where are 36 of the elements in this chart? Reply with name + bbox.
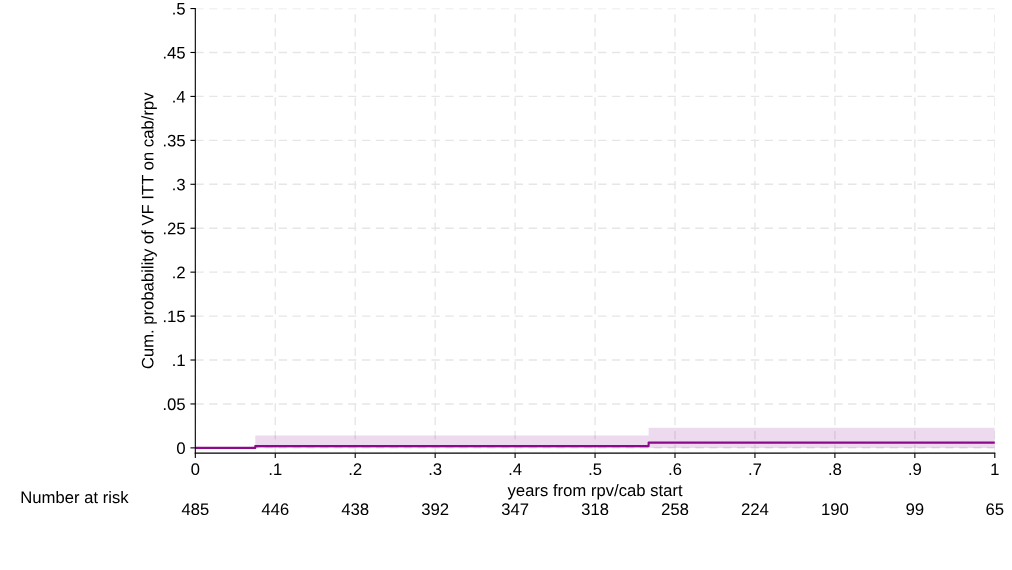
- x-tick-label: .5: [589, 463, 602, 476]
- x-tick-label: .1: [269, 463, 282, 475]
- y-tick-label: .25: [163, 222, 185, 235]
- text: 392: [421, 503, 449, 516]
- x-tick-label: .9: [909, 463, 922, 476]
- x-tick-label: 1: [991, 463, 999, 475]
- y-tick-label: .5: [173, 3, 185, 15]
- text: 347: [501, 503, 529, 516]
- x-tick-label: .2: [349, 463, 362, 475]
- x-tick-label: .6: [669, 463, 682, 476]
- text: 318: [581, 503, 609, 516]
- y-tick-label: 0: [176, 442, 185, 455]
- text: 99: [906, 503, 924, 516]
- text: 224: [741, 503, 769, 515]
- y-tick-label: .15: [163, 310, 185, 323]
- y-tick-label: .1: [173, 354, 185, 367]
- x-axis-title: years from rpv/cab start: [507, 483, 683, 500]
- text: 65: [986, 503, 1004, 516]
- text: 258: [661, 503, 689, 516]
- x-tick-label: 0: [191, 463, 200, 476]
- y-tick-label: .3: [173, 178, 185, 191]
- x-tick-label: .3: [429, 463, 442, 476]
- text: 190: [822, 503, 849, 516]
- text: 446: [261, 503, 289, 516]
- x-tick-label: .4: [509, 463, 522, 475]
- y-tick-label: .35: [163, 134, 185, 147]
- text: 438: [341, 503, 369, 516]
- y-tick-label: .2: [173, 266, 185, 279]
- text: 485: [181, 503, 209, 516]
- x-tick-label: .7: [749, 463, 762, 475]
- y-tick-label: .45: [163, 47, 185, 59]
- x-tick-label: .8: [829, 463, 842, 476]
- y-axis-title: Cum. probability of VF ITT on cab/rpv: [141, 92, 157, 369]
- y-tick-label: .4: [173, 90, 186, 103]
- text: Number at risk: [21, 490, 129, 504]
- y-tick-label: .05: [163, 398, 185, 411]
